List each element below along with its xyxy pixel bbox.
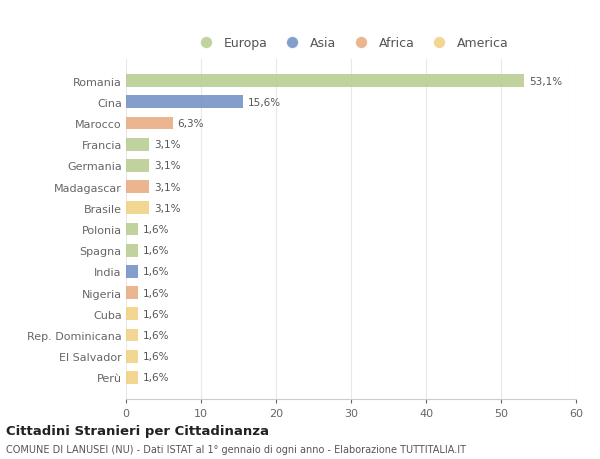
Text: 3,1%: 3,1% — [154, 203, 180, 213]
Legend: Europa, Asia, Africa, America: Europa, Asia, Africa, America — [188, 32, 514, 55]
Bar — [126, 96, 243, 109]
Text: 1,6%: 1,6% — [143, 352, 169, 361]
Text: 3,1%: 3,1% — [154, 140, 180, 150]
Text: 6,3%: 6,3% — [178, 119, 204, 129]
Bar — [126, 244, 138, 257]
Text: 1,6%: 1,6% — [143, 309, 169, 319]
Text: 1,6%: 1,6% — [143, 288, 169, 298]
Bar — [126, 329, 138, 341]
Text: 53,1%: 53,1% — [529, 77, 562, 86]
Text: COMUNE DI LANUSEI (NU) - Dati ISTAT al 1° gennaio di ogni anno - Elaborazione TU: COMUNE DI LANUSEI (NU) - Dati ISTAT al 1… — [6, 444, 466, 454]
Bar — [126, 265, 138, 278]
Bar — [126, 371, 138, 384]
Bar — [126, 118, 173, 130]
Text: 3,1%: 3,1% — [154, 182, 180, 192]
Text: Cittadini Stranieri per Cittadinanza: Cittadini Stranieri per Cittadinanza — [6, 425, 269, 437]
Text: 3,1%: 3,1% — [154, 161, 180, 171]
Bar — [126, 350, 138, 363]
Bar — [126, 202, 149, 215]
Text: 1,6%: 1,6% — [143, 267, 169, 277]
Text: 15,6%: 15,6% — [248, 98, 281, 107]
Text: 1,6%: 1,6% — [143, 330, 169, 340]
Bar — [126, 181, 149, 194]
Bar — [126, 308, 138, 320]
Bar — [126, 139, 149, 151]
Bar — [126, 286, 138, 299]
Bar — [126, 75, 524, 88]
Bar — [126, 160, 149, 173]
Text: 1,6%: 1,6% — [143, 246, 169, 256]
Bar — [126, 223, 138, 236]
Text: 1,6%: 1,6% — [143, 224, 169, 235]
Text: 1,6%: 1,6% — [143, 373, 169, 382]
